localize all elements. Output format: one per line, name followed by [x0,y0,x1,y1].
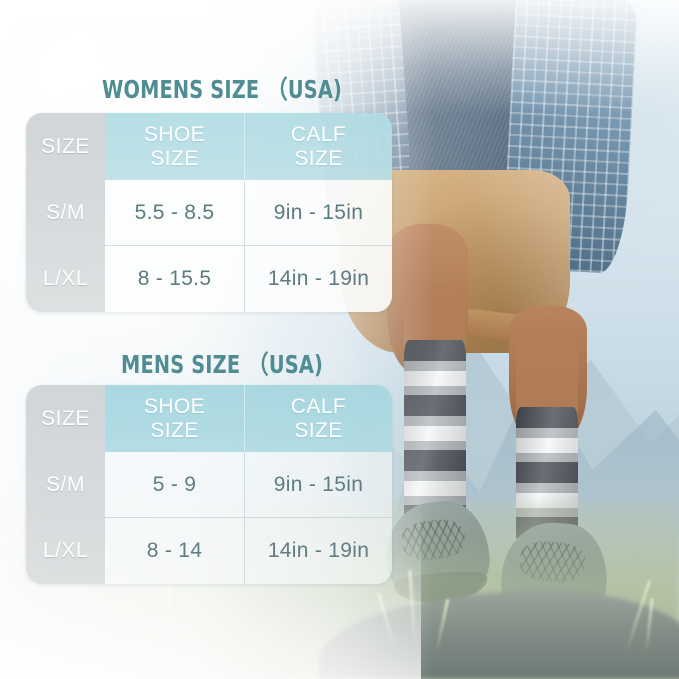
womens-row-1-shoe-size: 8 - 15.5 [105,246,245,312]
womens-row-1-size: L/XL [42,267,89,290]
mens-header-calf-line2: SIZE [294,418,343,442]
womens-row-0-size: S/M [46,201,85,224]
womens-header-shoe-line2: SIZE [150,146,199,170]
mens-header-calf-line1: CALF [290,394,347,418]
mens-row-1-shoe-size: 8 - 14 [105,518,245,584]
mens-row-0-shoe-size: 5 - 9 [105,452,245,518]
mens-header-size: SIZE [41,406,90,430]
mens-header-shoe-size: SHOE SIZE [105,385,245,452]
mens-size-column: SIZE S/M L/XL [26,385,105,584]
mens-header-shoe-line1: SHOE [143,394,206,418]
womens-row-0-calf-size: 9in - 15in [245,180,392,246]
mens-size-title: MENS SIZE （USA) [121,350,323,379]
womens-size-column: SIZE S/M L/XL [26,113,105,312]
womens-size-title: WOMENS SIZE （USA) [101,75,343,104]
top-white-overlay [0,0,679,116]
womens-row-1-calf-size: 14in - 19in [245,246,392,312]
mens-header-shoe-line2: SIZE [150,418,199,442]
womens-header-calf-size: CALF SIZE [245,113,392,180]
mens-row-1-calf-size: 14in - 19in [245,518,392,584]
womens-header-shoe-line1: SHOE [143,122,206,146]
mens-row-0-size: S/M [46,473,85,496]
womens-size-table: SIZE S/M L/XL SHOE SIZE CALF SIZE 5.5 - … [26,113,392,312]
womens-header-shoe-size: SHOE SIZE [105,113,245,180]
mens-row-1-size: L/XL [42,539,89,562]
womens-header-calf-line2: SIZE [294,146,343,170]
womens-row-0-shoe-size: 5.5 - 8.5 [105,180,245,246]
womens-header-calf-line1: CALF [290,122,347,146]
mens-size-table: SIZE S/M L/XL SHOE SIZE CALF SIZE 5 - 9 … [26,385,392,584]
womens-header-size: SIZE [41,134,90,158]
mens-header-calf-size: CALF SIZE [245,385,392,452]
mens-row-0-calf-size: 9in - 15in [245,452,392,518]
